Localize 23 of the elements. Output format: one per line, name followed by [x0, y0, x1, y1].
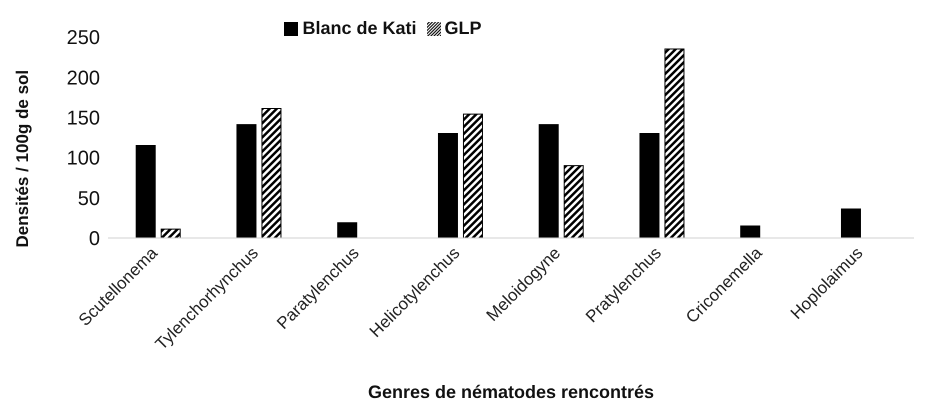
bar [438, 132, 458, 238]
y-tick-label: 150 [66, 108, 100, 130]
bar [337, 222, 358, 238]
bar [261, 108, 282, 238]
bar [840, 208, 861, 238]
bar [639, 132, 660, 238]
bar [160, 228, 181, 238]
x-axis-title: Genres de nématodes rencontrés [368, 382, 654, 402]
y-tick-label: 0 [88, 228, 100, 250]
y-axis-title: Densités / 100g de sol [13, 70, 32, 248]
legend-label: GLP [444, 18, 482, 38]
bar [462, 114, 483, 238]
bar [740, 225, 760, 238]
bar [538, 124, 559, 238]
bar [236, 124, 256, 238]
bar [664, 48, 684, 238]
y-tick-label: 50 [78, 188, 100, 210]
bar [136, 145, 156, 238]
bar [564, 165, 584, 238]
legend-label: Blanc de Kati [302, 18, 416, 38]
y-tick-label: 250 [66, 27, 100, 50]
y-tick-label: 100 [66, 148, 100, 170]
y-tick-label: 200 [66, 67, 100, 90]
